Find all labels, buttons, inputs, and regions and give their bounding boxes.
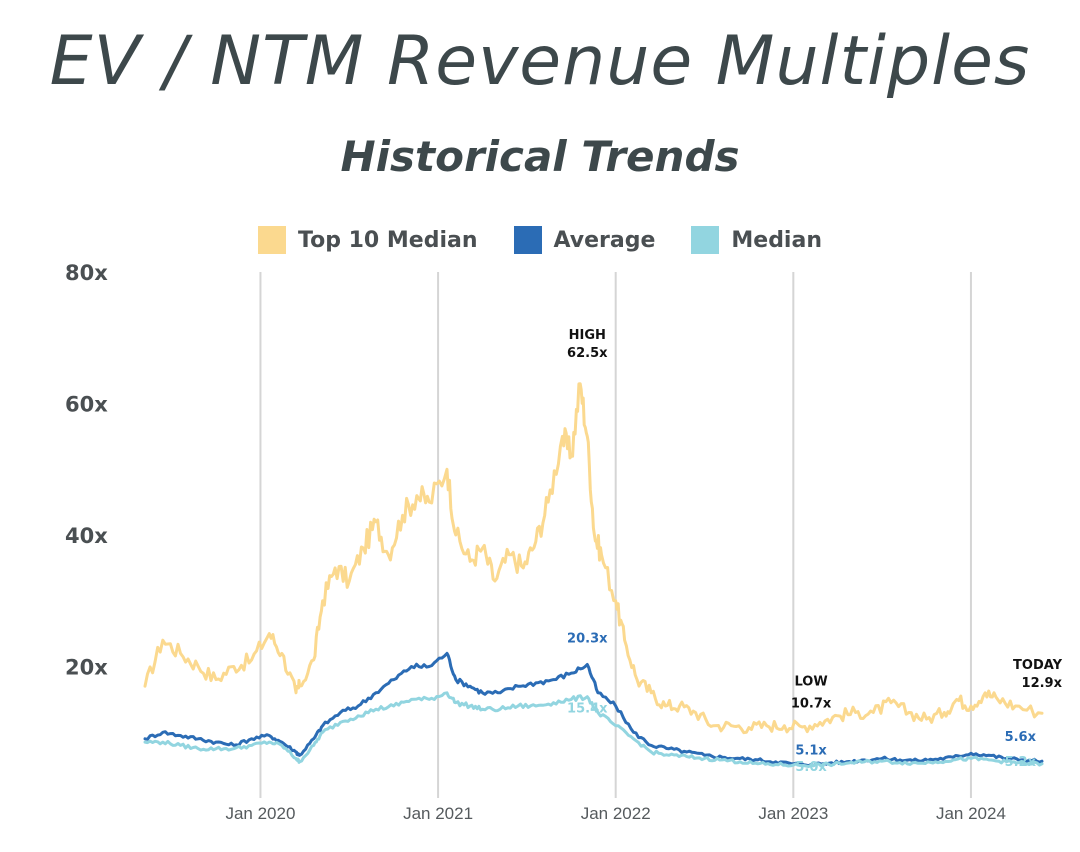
annotation-label: 5.6x [1005,730,1037,745]
series-line-top10 [143,382,1044,735]
annotation-label: 5.0x [795,760,827,775]
legend-item-median: Median [691,226,822,254]
y-tick-label: 60x [65,393,108,417]
annotation-label: 5.2x [1005,755,1037,770]
annotation-label: LOW [794,675,827,690]
x-tick-label: Jan 2021 [403,804,473,823]
legend-label-top10: Top 10 Median [298,227,478,253]
legend-label-median: Median [731,227,822,253]
legend-swatch-median [691,226,720,254]
legend-label-average: Average [553,227,656,253]
chart-subtitle: Historical Trends [340,132,740,181]
legend-item-average: Average [513,226,656,254]
y-tick-label: 40x [65,524,108,548]
annotation-label: 10.7x [791,697,832,712]
series-line-average [143,651,1044,768]
annotation-label: 15.4x [567,702,608,717]
legend-swatch-average [513,226,542,254]
x-tick-label: Jan 2022 [581,804,651,823]
annotation-label: 62.5x [567,346,608,361]
annotation-label: TODAY [1013,658,1063,673]
annotation-label: 20.3x [567,632,608,647]
x-tick-label: Jan 2024 [936,804,1006,823]
series-line-median [143,691,1044,769]
annotation-label: HIGH [569,328,606,343]
legend-swatch-top10 [258,226,286,254]
annotation-label: 12.9x [1022,676,1063,691]
chart-legend: Top 10 Median Average Median [0,226,1080,254]
legend-item-top10: Top 10 Median [258,226,478,254]
annotation-label: 5.1x [795,743,827,758]
y-tick-label: 80x [65,261,108,285]
chart-title: EV / NTM Revenue Multiples [49,22,1031,101]
y-tick-label: 20x [65,656,108,680]
x-tick-label: Jan 2023 [758,804,828,823]
x-tick-label: Jan 2020 [225,804,295,823]
